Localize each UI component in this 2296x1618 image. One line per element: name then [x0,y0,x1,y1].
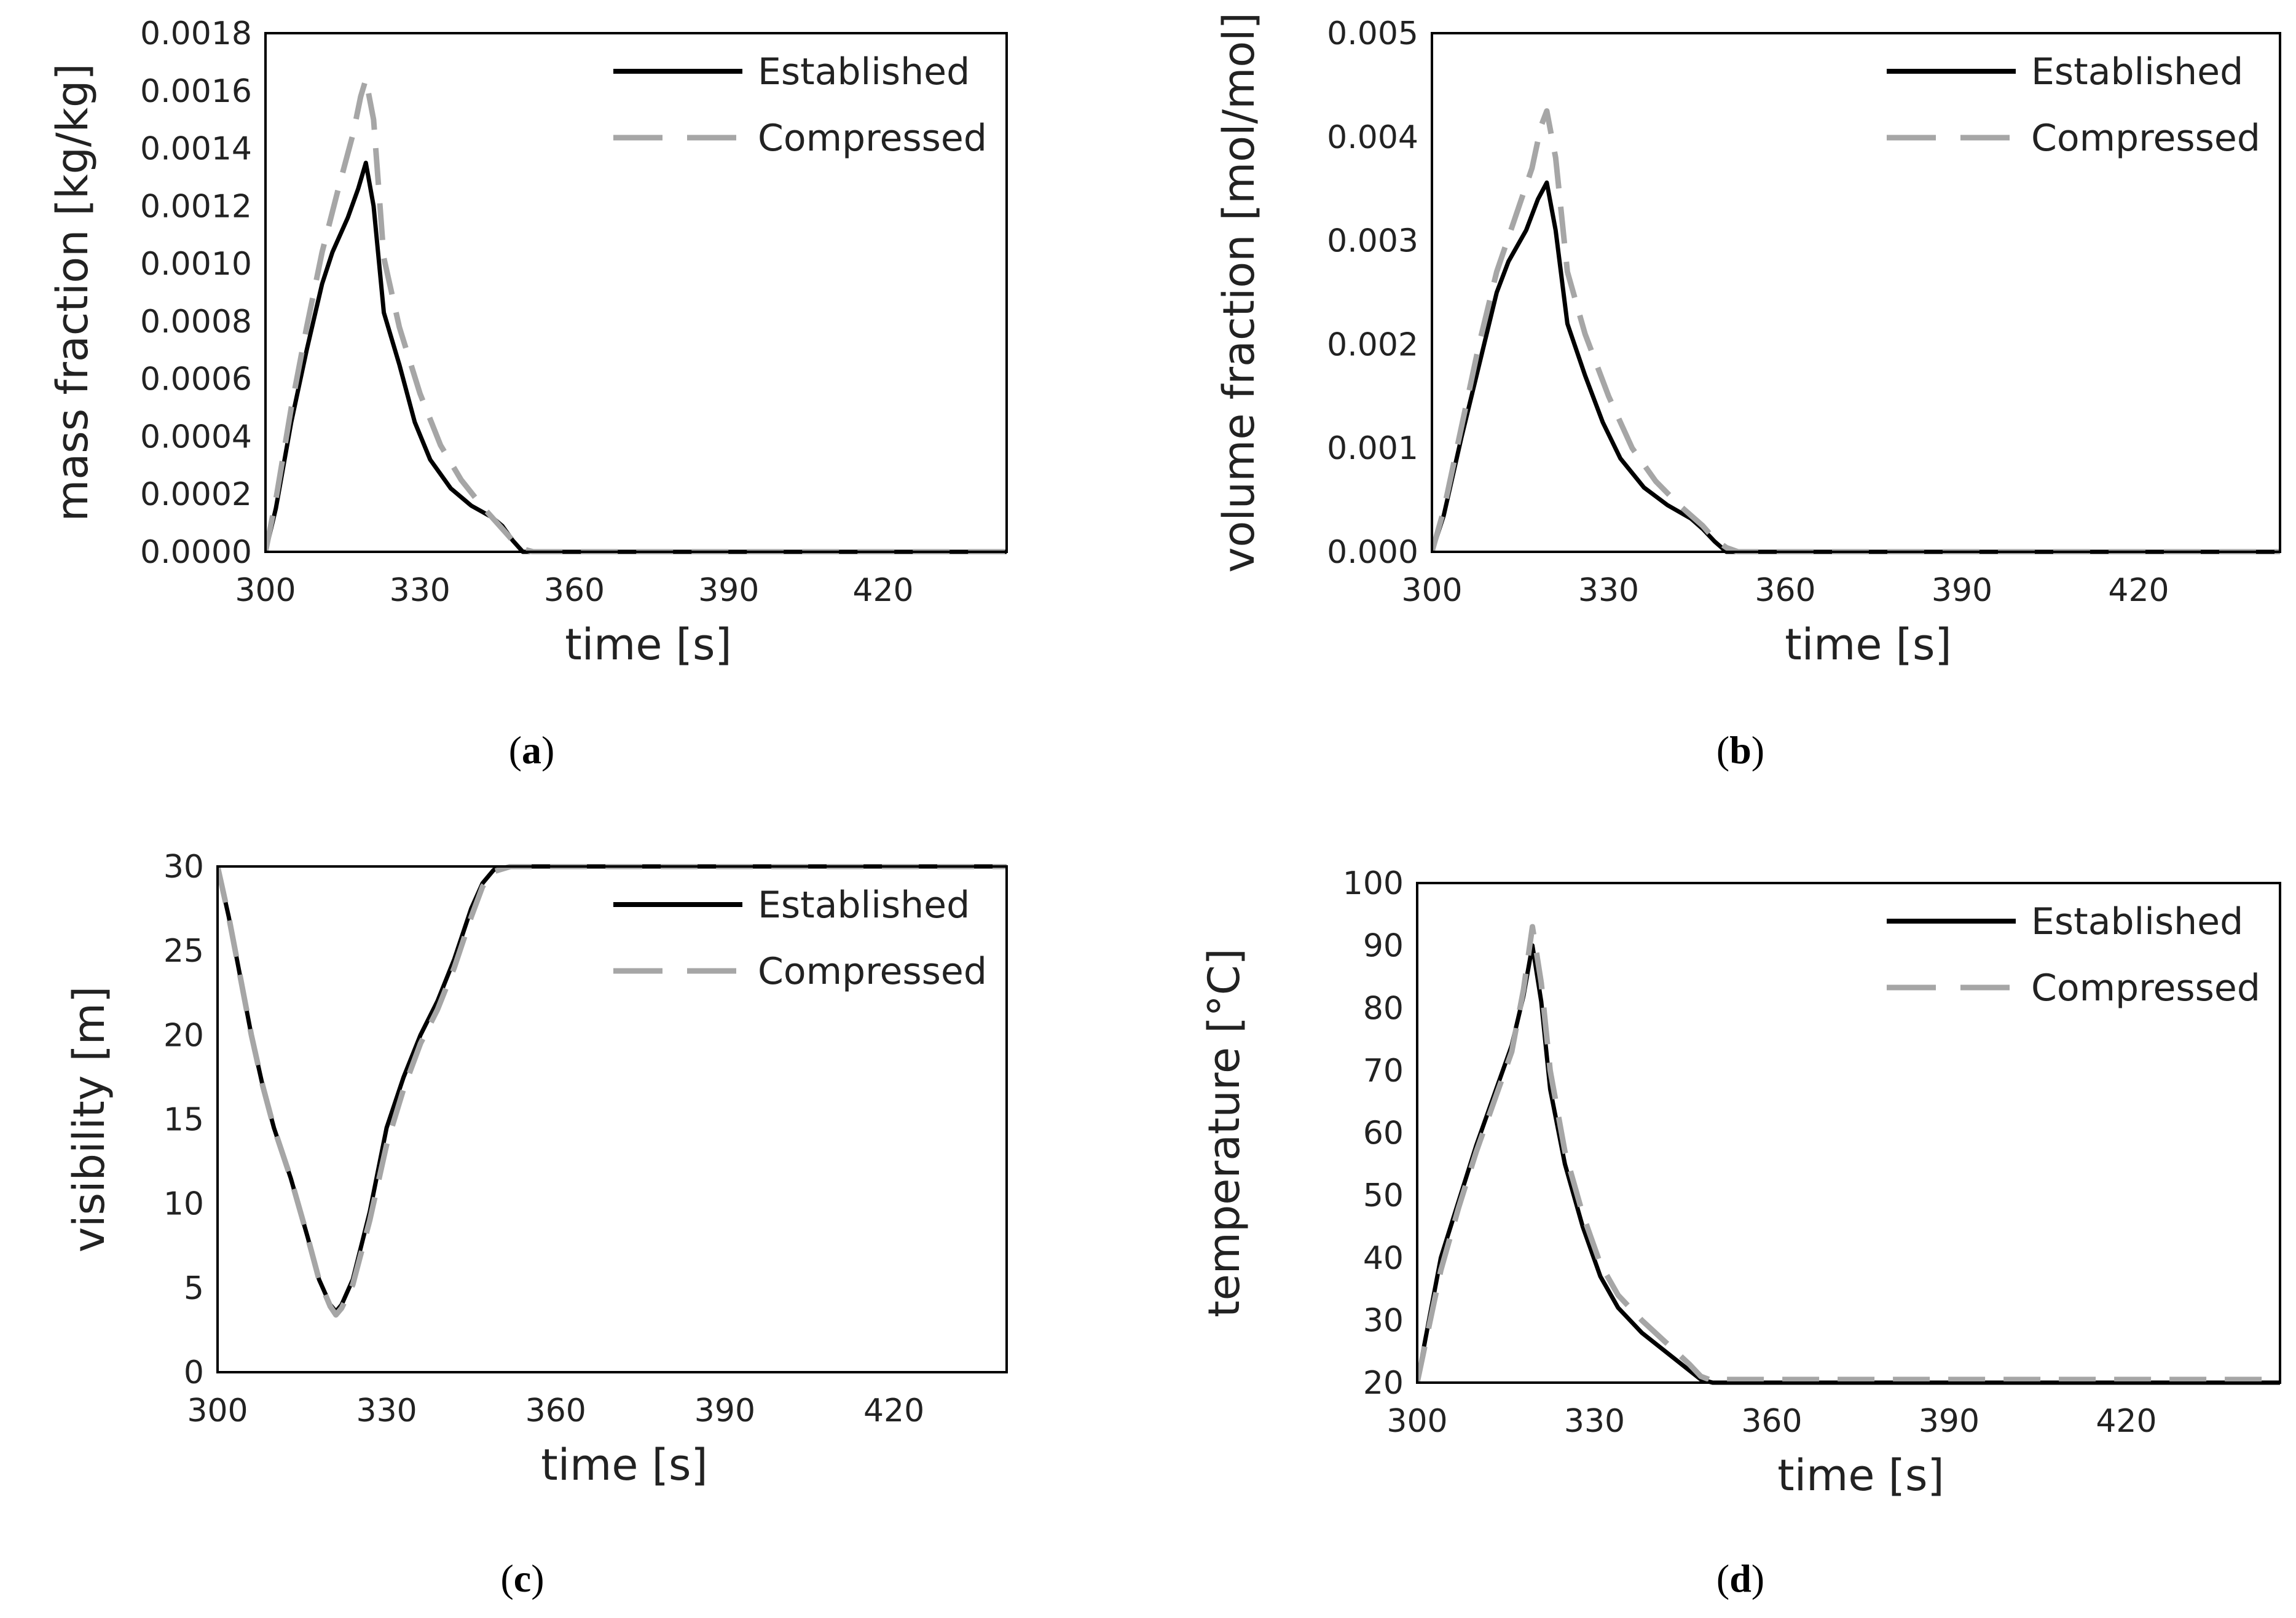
x-tick-label: 420 [2096,1403,2156,1440]
y-tick-label: 0.001 [1327,430,1418,467]
y-axis-label: temperature [°C] [1199,948,1249,1318]
y-tick-label: 15 [163,1102,204,1139]
series-line-established [265,160,1007,554]
panel-caption: (d) [1716,1557,1764,1600]
series-line-compressed [1432,108,2280,554]
y-tick-label: 0.0008 [140,304,252,340]
x-tick-label: 390 [694,1392,755,1429]
series-line-established [1417,943,2280,1385]
y-tick-label: 90 [1363,928,1404,965]
y-tick-label: 0.0004 [140,418,252,455]
x-axis-label: time [s] [1785,619,1952,670]
x-axis-label: time [s] [1777,1450,1944,1501]
y-tick-label: 0.004 [1327,119,1418,156]
legend-label-established: Established [758,50,970,93]
y-tick-label: 0 [184,1354,204,1391]
series-line-compressed [265,76,1007,554]
y-tick-label: 60 [1363,1115,1404,1152]
chart-panel-c: 0 5 10 15 20 25 30 300 330 360 390 420 time [s] visib… [64,849,1008,1600]
x-tick-label: 330 [1578,572,1639,609]
legend: Established Compressed [613,50,987,160]
chart-panel-b: 0.000 0.001 0.002 0.003 0.004 0.005 300 330 360 3… [1214,12,2281,772]
x-tick-label: 360 [525,1392,586,1429]
y-axis-label: visibility [m] [64,986,114,1253]
y-tick-label: 0.0014 [140,131,252,168]
y-tick-label: 0.0016 [140,73,252,110]
y-tick-label: 70 [1363,1053,1404,1090]
y-tick-label: 0.000 [1327,534,1418,571]
legend: Established Compressed [1887,900,2260,1010]
series-line-established [1432,180,2280,554]
chart-panel-a: 0.0000 0.0002 0.0004 0.0006 0.0008 0.0010 0.00… [47,15,1008,772]
legend-label-established: Established [2031,900,2243,943]
x-tick-label: 360 [1741,1403,1802,1440]
y-tick-label: 0.002 [1327,326,1418,363]
y-tick-label: 0.0018 [140,15,252,52]
legend-label-compressed: Compressed [2031,117,2260,160]
y-tick-label: 0.0010 [140,246,252,283]
y-tick-label: 0.0000 [140,534,252,571]
plot-frame [216,865,1008,1373]
x-tick-label: 360 [1755,572,1815,609]
y-tick-label: 50 [1363,1177,1404,1214]
y-tick-label: 0.0006 [140,361,252,398]
chart-panel-d: 20 30 40 50 60 70 80 90 100 300 330 360 390 420 time [… [1199,865,2281,1600]
legend-label-compressed: Compressed [758,117,987,160]
x-tick-label: 360 [544,572,605,609]
x-tick-label: 390 [1932,572,1992,609]
y-tick-label: 0.0002 [140,476,252,513]
panel-caption: (a) [509,728,555,772]
y-tick-label: 80 [1363,990,1404,1027]
x-axis-label: time [s] [565,619,732,670]
x-tick-label: 300 [1386,1403,1447,1440]
x-tick-label: 330 [1564,1403,1625,1440]
x-tick-label: 300 [1401,572,1462,609]
x-tick-label: 300 [187,1392,248,1429]
y-tick-label: 5 [184,1270,204,1307]
panel-caption: (c) [500,1557,544,1600]
plot-frame [264,32,1008,553]
plot-frame [1431,32,2281,553]
y-tick-label: 0.005 [1327,15,1418,52]
series-line-compressed [1417,924,2280,1384]
series-line-established [218,864,1007,1314]
x-tick-label: 420 [863,1392,924,1429]
legend: Established Compressed [1887,50,2260,160]
x-tick-label: 330 [390,572,450,609]
x-tick-label: 420 [2108,572,2169,609]
x-axis-label: time [s] [541,1440,708,1490]
y-tick-label: 100 [1343,865,1404,902]
y-tick-label: 10 [163,1186,204,1223]
panel-caption: (b) [1716,728,1764,772]
y-tick-label: 40 [1363,1240,1404,1277]
legend-label-compressed: Compressed [758,950,987,993]
x-tick-label: 330 [356,1392,417,1429]
x-tick-label: 420 [852,572,913,609]
x-tick-label: 390 [698,572,759,609]
series-line-compressed [218,864,1007,1318]
y-axis-label: mass fraction [kg/kg] [47,63,98,522]
y-tick-label: 0.003 [1327,223,1418,260]
plot-frame [1416,882,2281,1384]
y-tick-label: 25 [163,933,204,970]
y-tick-label: 30 [1363,1302,1404,1339]
y-tick-label: 0.0012 [140,188,252,225]
legend: Established Compressed [613,884,987,993]
x-tick-label: 300 [235,572,296,609]
y-axis-label: volume fraction [mol/mol] [1214,12,1264,573]
y-tick-label: 30 [163,849,204,886]
legend-label-established: Established [2031,50,2243,93]
legend-label-established: Established [758,884,970,927]
legend-label-compressed: Compressed [2031,967,2260,1010]
y-tick-label: 20 [1363,1365,1404,1402]
x-tick-label: 390 [1919,1403,1980,1440]
y-tick-label: 20 [163,1017,204,1054]
